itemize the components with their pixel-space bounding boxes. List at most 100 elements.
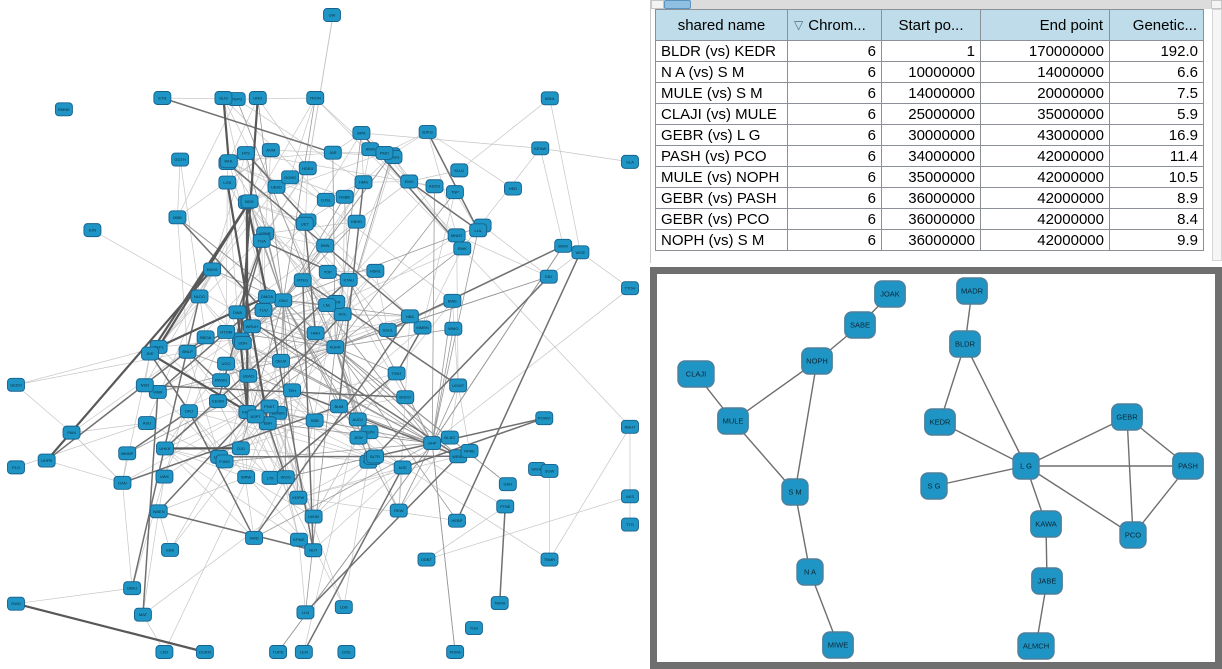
network-node[interactable]: LLN — [296, 605, 315, 620]
network-node[interactable]: L G — [1012, 452, 1040, 480]
table-cell[interactable]: 6 — [787, 61, 882, 83]
network-node[interactable]: PCO — [1119, 521, 1147, 549]
network-node[interactable]: RSBB — [335, 189, 354, 204]
main-network-canvas[interactable]: MNNTLTKKJNSRHODRJSJABRBOAJARTDDUTOMATMMB… — [0, 0, 648, 669]
network-node[interactable]: OEUK — [272, 353, 290, 368]
network-node[interactable]: TNP — [446, 185, 464, 200]
network-node[interactable]: HTDM — [217, 324, 236, 339]
network-node[interactable]: NLBO — [440, 430, 459, 445]
network-node[interactable]: NSN — [135, 378, 154, 393]
table-cell[interactable]: 8.9 — [1109, 187, 1204, 209]
network-node[interactable]: OJO — [231, 441, 250, 456]
network-node[interactable]: PJNO — [215, 454, 234, 469]
table-cell[interactable]: 42000000 — [980, 229, 1110, 251]
network-node[interactable]: BUM — [329, 399, 348, 414]
table-row[interactable]: GEBR (vs) PASH 6 36000000 42000000 8.9 — [655, 187, 1204, 209]
network-node[interactable]: SWD — [245, 531, 264, 545]
network-node[interactable]: S M — [781, 478, 809, 506]
network-node[interactable]: TBMR — [540, 552, 559, 567]
network-node[interactable]: GHP — [423, 436, 442, 451]
table-cell[interactable]: 42000000 — [980, 166, 1110, 188]
network-node[interactable]: GUS — [214, 91, 233, 105]
network-node[interactable]: TRON — [306, 91, 325, 105]
network-node[interactable]: RWSG — [212, 373, 231, 388]
network-node[interactable]: EBJ — [539, 269, 558, 284]
network-node[interactable]: MMBN — [413, 320, 432, 335]
table-cell[interactable]: 42000000 — [980, 187, 1110, 209]
table-row[interactable]: MULE (vs) S M 6 14000000 20000000 7.5 — [655, 82, 1204, 104]
table-row[interactable]: GEBR (vs) L G 6 30000000 43000000 16.9 — [655, 124, 1204, 146]
network-node[interactable]: GGTH — [171, 152, 190, 167]
network-edge[interactable] — [964, 343, 1027, 467]
table-row[interactable]: BLDR (vs) KEDR 6 1 170000000 192.0 — [655, 40, 1204, 62]
table-cell[interactable]: 6 — [787, 229, 882, 251]
network-node[interactable]: WOG — [276, 470, 295, 485]
network-node[interactable]: KDPW — [289, 490, 308, 505]
table-cell[interactable]: 8.4 — [1109, 208, 1204, 230]
network-node[interactable]: BHN — [316, 238, 335, 253]
network-node[interactable]: DAN — [113, 475, 132, 490]
network-node[interactable]: MMNP — [118, 446, 137, 461]
filtered-network-canvas[interactable]: JOAK SABE NOPH CLAJI MULE MADR BLDR KEDR GEBR L G… — [657, 274, 1215, 662]
table-cell[interactable]: MULE (vs) NOPH — [655, 166, 788, 188]
network-node[interactable]: KEDR — [924, 408, 956, 436]
network-node[interactable]: ETN — [153, 91, 172, 105]
network-node[interactable]: SSB — [161, 542, 179, 557]
filtered-network-graph[interactable]: JOAK SABE NOPH CLAJI MULE MADR BLDR KEDR GEBR L G… — [657, 274, 1215, 662]
table-cell[interactable]: 25000000 — [881, 103, 981, 125]
network-node[interactable]: ALMCH — [1017, 632, 1055, 660]
horizontal-scrollbar-thumb[interactable] — [664, 0, 691, 9]
table-cell[interactable]: 36000000 — [881, 229, 981, 251]
network-node[interactable]: LKD — [155, 645, 174, 659]
network-node[interactable]: TEH — [283, 383, 302, 398]
network-node[interactable]: KPME — [290, 532, 308, 547]
network-node[interactable]: UDH — [233, 335, 252, 350]
network-node[interactable]: UWK — [155, 469, 174, 484]
network-node[interactable]: KUKR — [326, 340, 345, 355]
network-node[interactable]: MULE — [717, 407, 749, 435]
table-cell[interactable]: 34000000 — [881, 145, 981, 167]
network-node[interactable]: DMOA — [258, 289, 276, 304]
network-node[interactable]: LWJN — [304, 509, 323, 524]
network-node[interactable]: BLTR — [366, 449, 385, 464]
table-cell[interactable]: 6 — [787, 187, 882, 209]
network-node[interactable]: DGNS — [281, 170, 300, 185]
table-row[interactable]: MULE (vs) NOPH 6 35000000 42000000 10.5 — [655, 166, 1204, 188]
network-node[interactable]: HEBP — [448, 513, 466, 528]
network-node[interactable]: MAT — [133, 607, 152, 622]
network-node[interactable]: TOP — [318, 264, 337, 279]
table-cell[interactable]: 11.4 — [1109, 145, 1204, 167]
table-cell[interactable]: 9.9 — [1109, 229, 1204, 251]
network-node[interactable]: BWE — [443, 293, 462, 308]
network-node[interactable]: PDRA — [446, 645, 465, 659]
table-cell[interactable]: 10000000 — [881, 61, 981, 83]
network-node[interactable]: WOE — [571, 245, 590, 260]
network-node[interactable]: HTS — [236, 146, 255, 160]
network-edge[interactable] — [1126, 416, 1134, 536]
network-node[interactable]: LUL — [469, 223, 488, 238]
network-node[interactable]: NUT — [304, 543, 323, 558]
network-node[interactable]: LTK — [261, 470, 280, 485]
table-row[interactable]: GEBR (vs) PCO 6 36000000 42000000 8.4 — [655, 208, 1204, 230]
table-cell[interactable]: 30000000 — [881, 124, 981, 146]
network-node[interactable]: PMO — [375, 145, 394, 160]
network-node[interactable]: AUDJ — [348, 412, 367, 427]
network-node[interactable]: KBNL — [540, 91, 559, 106]
table-cell[interactable]: PASH (vs) PCO — [655, 145, 788, 167]
table-cell[interactable]: 7.5 — [1109, 82, 1204, 104]
network-node[interactable]: EMO — [400, 174, 419, 189]
network-node[interactable]: DOE — [337, 645, 356, 659]
network-node[interactable]: KJN — [83, 223, 102, 238]
network-node[interactable]: MNNT — [447, 228, 466, 243]
table-cell[interactable]: 14000000 — [881, 82, 981, 104]
network-node[interactable]: PASH — [1172, 452, 1204, 480]
table-cell[interactable]: GEBR (vs) PASH — [655, 187, 788, 209]
network-node[interactable]: AOM — [261, 143, 280, 158]
network-node[interactable]: MADR — [956, 277, 988, 305]
table-row[interactable]: CLAJI (vs) MULE 6 25000000 35000000 5.9 — [655, 103, 1204, 125]
network-node[interactable]: NOPH — [801, 347, 833, 375]
network-node[interactable]: RWK — [453, 241, 472, 256]
table-cell[interactable]: 170000000 — [980, 40, 1110, 62]
network-node[interactable]: JAR — [323, 145, 342, 160]
table-cell[interactable]: 16.9 — [1109, 124, 1204, 146]
